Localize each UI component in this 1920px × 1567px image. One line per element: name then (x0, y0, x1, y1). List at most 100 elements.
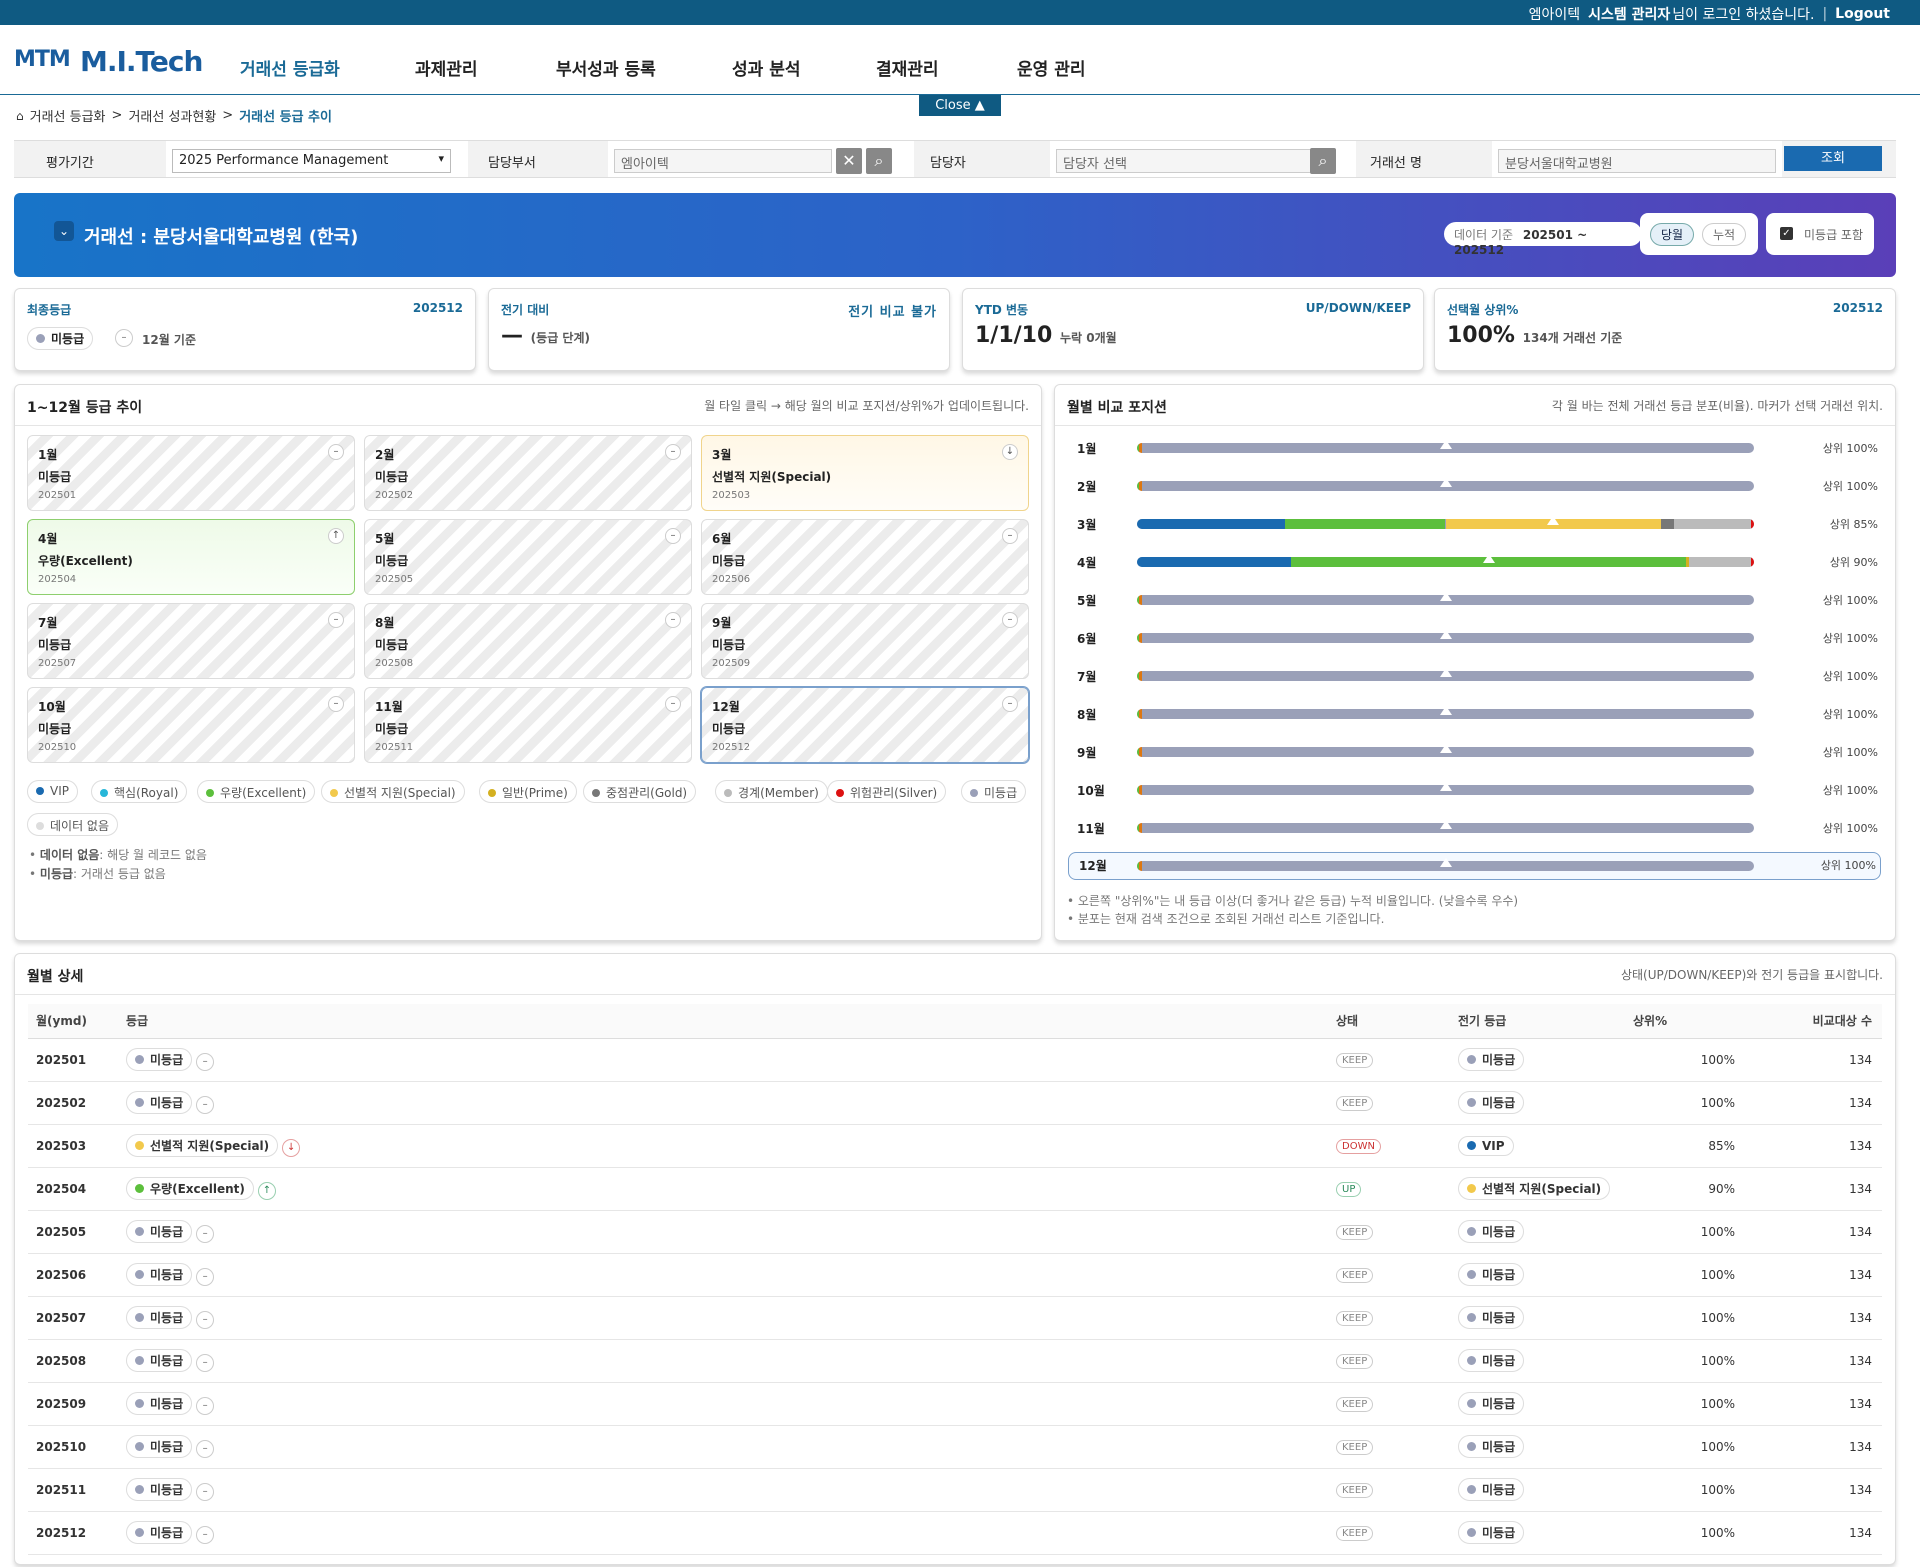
month-tile[interactable]: 7월 미등급 202507 – (27, 603, 355, 679)
search-button[interactable]: 조회 (1784, 146, 1882, 171)
bar-segment (1139, 785, 1142, 795)
breadcrumb-item[interactable]: 거래선 성과현황 (128, 110, 217, 125)
bar-segment (1137, 709, 1140, 719)
nav-item-analysis[interactable]: 성과 분석 (732, 60, 801, 80)
tab-month[interactable]: 당월 (1650, 223, 1695, 246)
include-ungraded-toggle[interactable]: ✓ 미등급 포함 (1766, 213, 1874, 255)
month-tile[interactable]: 8월 미등급 202508 – (364, 603, 692, 679)
trend-arrow-icon: – (665, 444, 681, 460)
grade-dot-icon (1467, 1098, 1476, 1107)
nav-item-operation[interactable]: 운영 관리 (1017, 60, 1086, 80)
month-tile[interactable]: 12월 미등급 202512 – (701, 687, 1029, 763)
grade-label: 미등급 (150, 1440, 184, 1454)
grade-label: 미등급 (1482, 1225, 1516, 1239)
table-row[interactable]: 202510 미등급 – KEEP 미등급 100% 134 (28, 1425, 1882, 1469)
month-tile[interactable]: 2월 미등급 202502 – (364, 435, 692, 511)
table-row[interactable]: 202507 미등급 – KEEP 미등급 100% 134 (28, 1296, 1882, 1340)
cell-ymd: 202502 (28, 1081, 118, 1125)
compare-row[interactable]: 11월 상위 100% (1067, 816, 1882, 840)
compare-month: 8월 (1077, 708, 1097, 722)
legend-label: 일반(Prime) (502, 786, 568, 800)
tab-cumulative[interactable]: 누적 (1702, 223, 1747, 246)
search-icon[interactable]: ⌕ (1310, 148, 1336, 174)
table-row[interactable]: 202506 미등급 – KEEP 미등급 100% 134 (28, 1253, 1882, 1297)
month-tile[interactable]: 1월 미등급 202501 – (27, 435, 355, 511)
period-select[interactable]: 2025 Performance Management ▾ (172, 149, 451, 173)
close-menu-button[interactable]: Close ▲ (919, 95, 1001, 116)
table-row[interactable]: 202501 미등급 – KEEP 미등급 100% 134 (28, 1038, 1882, 1082)
chevron-down-icon[interactable]: ⌄ (54, 221, 74, 241)
table-row[interactable]: 202505 미등급 – KEEP 미등급 100% 134 (28, 1210, 1882, 1254)
legend-label: 중점관리(Gold) (606, 786, 688, 800)
person-input[interactable]: 담당자 선택 (1056, 149, 1318, 173)
compare-row[interactable]: 4월 상위 90% (1067, 550, 1882, 574)
grade-badge: 미등급 (1458, 1349, 1525, 1372)
kpi-sub: 누락 0개월 (1059, 331, 1117, 345)
client-input[interactable]: 분당서울대학교병원 (1498, 149, 1776, 173)
month-tile[interactable]: 3월 선별적 지원(Special) 202503 ↓ (701, 435, 1029, 511)
month-tile[interactable]: 11월 미등급 202511 – (364, 687, 692, 763)
person-label: 담당자 (930, 156, 966, 171)
compare-row[interactable]: 5월 상위 100% (1067, 588, 1882, 612)
table-row[interactable]: 202511 미등급 – KEEP 미등급 100% 134 (28, 1468, 1882, 1512)
compare-note-1: • 오른쪽 "상위%"는 내 등급 이상(더 좋거나 같은 등급) 누적 비율입… (1067, 894, 1519, 908)
home-icon[interactable]: ⌂ (16, 108, 24, 123)
cell-status: KEEP (1328, 1468, 1450, 1512)
nav-item-approval[interactable]: 결재관리 (876, 60, 939, 80)
legend-dot-icon (836, 789, 844, 797)
compare-percent: 상위 100% (1822, 822, 1878, 835)
table-row[interactable]: 202502 미등급 – KEEP 미등급 100% 134 (28, 1081, 1882, 1125)
logo[interactable]: MTM M.I.Tech (14, 45, 203, 78)
month-tile[interactable]: 5월 미등급 202505 – (364, 519, 692, 595)
compare-row[interactable]: 8월 상위 100% (1067, 702, 1882, 726)
nav-item-grading[interactable]: 거래선 등급화 (240, 60, 340, 80)
compare-row[interactable]: 2월 상위 100% (1067, 474, 1882, 498)
note-text: : 해당 월 레코드 없음 (99, 848, 207, 862)
grade-badge: 우량(Excellent) (126, 1177, 254, 1200)
table-row[interactable]: 202504 우량(Excellent) ↑ UP 선별적 지원(Special)… (28, 1167, 1882, 1211)
nav-item-tasks[interactable]: 과제관리 (415, 60, 478, 80)
col-grade: 등급 (118, 1004, 1328, 1039)
compare-row[interactable]: 3월 상위 85% (1067, 512, 1882, 536)
cell-grade: 우량(Excellent) ↑ (118, 1167, 1328, 1211)
nav-item-dept-performance[interactable]: 부서성과 등록 (556, 60, 656, 80)
cell-prev-grade: 미등급 (1450, 1425, 1625, 1469)
logout-link[interactable]: Logout (1835, 6, 1890, 22)
compare-row[interactable]: 10월 상위 100% (1067, 778, 1882, 802)
trend-arrow-icon: – (328, 444, 344, 460)
grade-dot-icon (135, 1270, 144, 1279)
table-row[interactable]: 202508 미등급 – KEEP 미등급 100% 134 (28, 1339, 1882, 1383)
table-row[interactable]: 202509 미등급 – KEEP 미등급 100% 134 (28, 1382, 1882, 1426)
search-icon[interactable]: ⌕ (866, 148, 892, 174)
month-tile[interactable]: 4월 우량(Excellent) 202504 ↑ (27, 519, 355, 595)
kpi-value-text: 1/1/10 (975, 323, 1053, 348)
table-row[interactable]: 202503 선별적 지원(Special) ↓ DOWN VIP 85% 134 (28, 1124, 1882, 1168)
compare-row[interactable]: 1월 상위 100% (1067, 436, 1882, 460)
checkbox-checked-icon[interactable]: ✓ (1780, 227, 1793, 240)
compare-row[interactable]: 9월 상위 100% (1067, 740, 1882, 764)
month-tile[interactable]: 9월 미등급 202509 – (701, 603, 1029, 679)
client-title: 거래선 : 분당서울대학교병원 (한국) (84, 227, 359, 248)
cell-status: UP (1328, 1167, 1450, 1211)
grade-dot-icon (135, 1485, 144, 1494)
compare-percent: 상위 100% (1822, 594, 1878, 607)
position-marker-icon (1439, 782, 1452, 791)
dept-input[interactable]: 엠아이텍 (614, 149, 832, 173)
position-marker-icon (1547, 516, 1560, 525)
compare-percent: 상위 100% (1822, 746, 1878, 759)
grade-badge: 미등급 (126, 1521, 193, 1544)
table-row[interactable]: 202512 미등급 – KEEP 미등급 100% 134 (28, 1511, 1882, 1555)
cell-ymd: 202511 (28, 1468, 118, 1512)
compare-row[interactable]: 6월 상위 100% (1067, 626, 1882, 650)
company-name: 엠아이텍 (1528, 7, 1581, 23)
breadcrumb-item[interactable]: 거래선 등급화 (29, 110, 106, 125)
grade-badge: 미등급 (27, 327, 94, 350)
clear-icon[interactable]: ✕ (836, 148, 862, 174)
compare-row[interactable]: 7월 상위 100% (1067, 664, 1882, 688)
cell-count: 134 (1745, 1167, 1882, 1211)
month-tile[interactable]: 10월 미등급 202510 – (27, 687, 355, 763)
month-tile[interactable]: 6월 미등급 202506 – (701, 519, 1029, 595)
compare-percent: 상위 100% (1822, 442, 1878, 455)
distribution-bar (1137, 557, 1754, 567)
compare-month: 6월 (1077, 632, 1097, 646)
